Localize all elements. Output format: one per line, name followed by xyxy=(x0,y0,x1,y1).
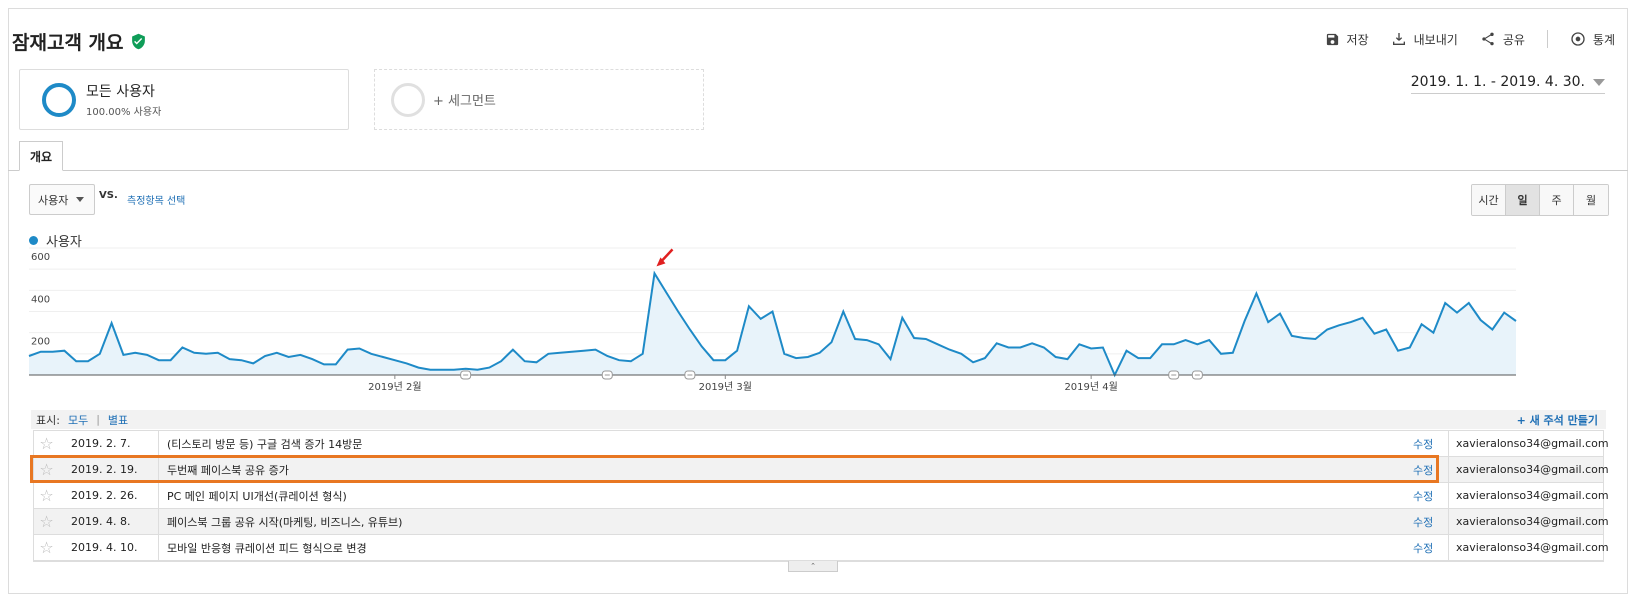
star-icon[interactable]: ☆ xyxy=(39,538,54,557)
annotation-author: xavieralonso34@gmail.com xyxy=(1448,457,1609,482)
page-title-text: 잠재고객 개요 xyxy=(12,32,124,54)
share-label: 공유 xyxy=(1502,32,1525,47)
insights-label: 통계 xyxy=(1592,32,1615,47)
period-toggle: 시간 일 주 월 xyxy=(1471,184,1609,216)
add-segment-label: + 세그먼트 xyxy=(433,94,496,109)
chevron-down-icon xyxy=(76,197,85,202)
export-label: 내보내기 xyxy=(1413,32,1458,47)
verified-shield-icon xyxy=(130,33,147,50)
segment-card-all-users[interactable]: 모든 사용자 100.00% 사용자 xyxy=(19,69,349,130)
arrow-head-icon xyxy=(656,257,666,267)
period-day-button[interactable]: 일 xyxy=(1506,185,1540,215)
y-tick-label: 400 xyxy=(31,294,50,305)
annotation-edit-link[interactable]: 수정 xyxy=(1413,437,1434,451)
download-icon xyxy=(1392,33,1405,45)
insights-button[interactable]: 통계 xyxy=(1570,31,1615,48)
star-icon[interactable]: ☆ xyxy=(39,512,54,531)
annotation-text: 페이스북 그룹 공유 시작(마케팅, 비즈니스, 유튜브) xyxy=(167,515,403,529)
annotation-row: ☆ 2019. 2. 19. 두번째 페이스북 공유 증가 수정 xavieralons… xyxy=(34,457,1609,483)
legend-label: 사용자 xyxy=(46,235,82,250)
annotation-text: 모바일 반응형 큐레이션 피드 형식으로 변경 xyxy=(167,541,367,555)
save-button[interactable]: 저장 xyxy=(1325,31,1369,48)
segment-name: 모든 사용자 xyxy=(86,84,155,100)
annotation-row: ☆ 2019. 4. 8. 페이스북 그룹 공유 시작(마케팅, 비즈니스, 유튜브… xyxy=(34,509,1609,535)
y-tick-label: 200 xyxy=(31,337,50,348)
star-icon[interactable]: ☆ xyxy=(39,434,54,453)
save-icon xyxy=(1326,33,1338,45)
annotation-date: 2019. 2. 26. xyxy=(59,483,159,508)
annotation-author: xavieralonso34@gmail.com xyxy=(1448,483,1609,508)
series-line xyxy=(28,270,1517,378)
annotation-show-label: 표시: xyxy=(36,413,60,427)
segment-share: 100.00% 사용자 xyxy=(86,107,162,118)
date-range-picker[interactable]: 2019. 1. 1. - 2019. 4. 30. xyxy=(1410,74,1605,94)
annotation-filter-divider: | xyxy=(96,413,100,426)
annotation-author: xavieralonso34@gmail.com xyxy=(1448,431,1609,456)
share-button[interactable]: 공유 xyxy=(1480,31,1525,48)
annotation-edit-link[interactable]: 수정 xyxy=(1413,489,1434,503)
annotation-toolbar: 표시: 모두 | 별표 + 새 주석 만들기 xyxy=(31,410,1606,429)
annotation-text: PC 메인 페이지 UI개선(큐레이션 형식) xyxy=(167,489,347,503)
x-tick-label: 2019년 2월 xyxy=(368,381,421,393)
annotation-author: xavieralonso34@gmail.com xyxy=(1448,535,1609,560)
star-icon[interactable]: ☆ xyxy=(39,460,54,479)
create-annotation-link[interactable]: + 새 주석 만들기 xyxy=(1516,413,1598,427)
insights-icon xyxy=(1571,32,1585,46)
segment-ring-icon xyxy=(42,82,76,117)
metric-dropdown-label: 사용자 xyxy=(38,193,69,207)
chevron-down-icon xyxy=(1593,78,1605,86)
period-month-button[interactable]: 월 xyxy=(1574,185,1608,215)
users-line-chart: 600 400 200 2019년 2월 2019년 3월 2019년 4월 xyxy=(28,247,1517,393)
page-title: 잠재고객 개요 xyxy=(12,28,147,55)
annotation-edit-link[interactable]: 수정 xyxy=(1413,463,1434,477)
annotation-filter-all[interactable]: 모두 xyxy=(67,413,89,427)
period-hour-button[interactable]: 시간 xyxy=(1472,185,1506,215)
annotation-date: 2019. 4. 8. xyxy=(59,509,159,534)
empty-segment-ring-icon xyxy=(391,82,425,117)
collapse-annotations-button[interactable]: ⌃ xyxy=(788,561,838,572)
annotation-row: ☆ 2019. 2. 7. (티스토리 방문 등) 구글 검색 증가 14방문 수정 x… xyxy=(34,431,1609,457)
annotation-date: 2019. 2. 19. xyxy=(59,457,159,482)
annotation-row: ☆ 2019. 4. 10. 모바일 반응형 큐레이션 피드 형식으로 변경 수정 xa… xyxy=(34,535,1609,561)
date-range-text: 2019. 1. 1. - 2019. 4. 30. xyxy=(1410,74,1585,90)
add-segment-button[interactable]: + 세그먼트 xyxy=(374,69,704,130)
select-metric-link[interactable]: 측정항목 선택 xyxy=(127,196,186,207)
report-toolbar: 저장 내보내기 공유 통계 xyxy=(1325,30,1615,48)
tab-overview[interactable]: 개요 xyxy=(19,141,63,171)
export-button[interactable]: 내보내기 xyxy=(1391,31,1458,48)
legend-dot-icon xyxy=(29,236,38,245)
annotation-table: ☆ 2019. 2. 7. (티스토리 방문 등) 구글 검색 증가 14방문 수정 x… xyxy=(33,430,1609,562)
x-tick-label: 2019년 4월 xyxy=(1064,381,1117,393)
save-label: 저장 xyxy=(1346,32,1369,47)
annotation-date: 2019. 2. 7. xyxy=(59,431,159,456)
tab-strip-line xyxy=(8,170,1628,171)
annotation-filter-starred[interactable]: 별표 xyxy=(107,413,129,427)
annotation-row: ☆ 2019. 2. 26. PC 메인 페이지 UI개선(큐레이션 형식) 수정 xa… xyxy=(34,483,1609,509)
annotation-date: 2019. 4. 10. xyxy=(59,535,159,560)
vs-label: VS. xyxy=(99,190,118,201)
annotation-text: 두번째 페이스북 공유 증가 xyxy=(167,463,289,477)
report-frame xyxy=(8,8,1628,594)
annotation-edit-link[interactable]: 수정 xyxy=(1413,541,1434,555)
annotation-text: (티스토리 방문 등) 구글 검색 증가 14방문 xyxy=(167,437,363,451)
annotation-edit-link[interactable]: 수정 xyxy=(1413,515,1434,529)
chart-legend: 사용자 xyxy=(29,231,82,250)
x-tick-label: 2019년 3월 xyxy=(699,381,752,393)
metric-dropdown[interactable]: 사용자 xyxy=(29,184,95,215)
period-week-button[interactable]: 주 xyxy=(1540,185,1574,215)
toolbar-divider xyxy=(1546,30,1548,48)
share-icon xyxy=(1482,32,1494,46)
series-area xyxy=(29,273,1516,375)
annotation-author: xavieralonso34@gmail.com xyxy=(1448,509,1609,534)
star-icon[interactable]: ☆ xyxy=(39,486,54,505)
y-tick-label: 600 xyxy=(31,252,50,263)
